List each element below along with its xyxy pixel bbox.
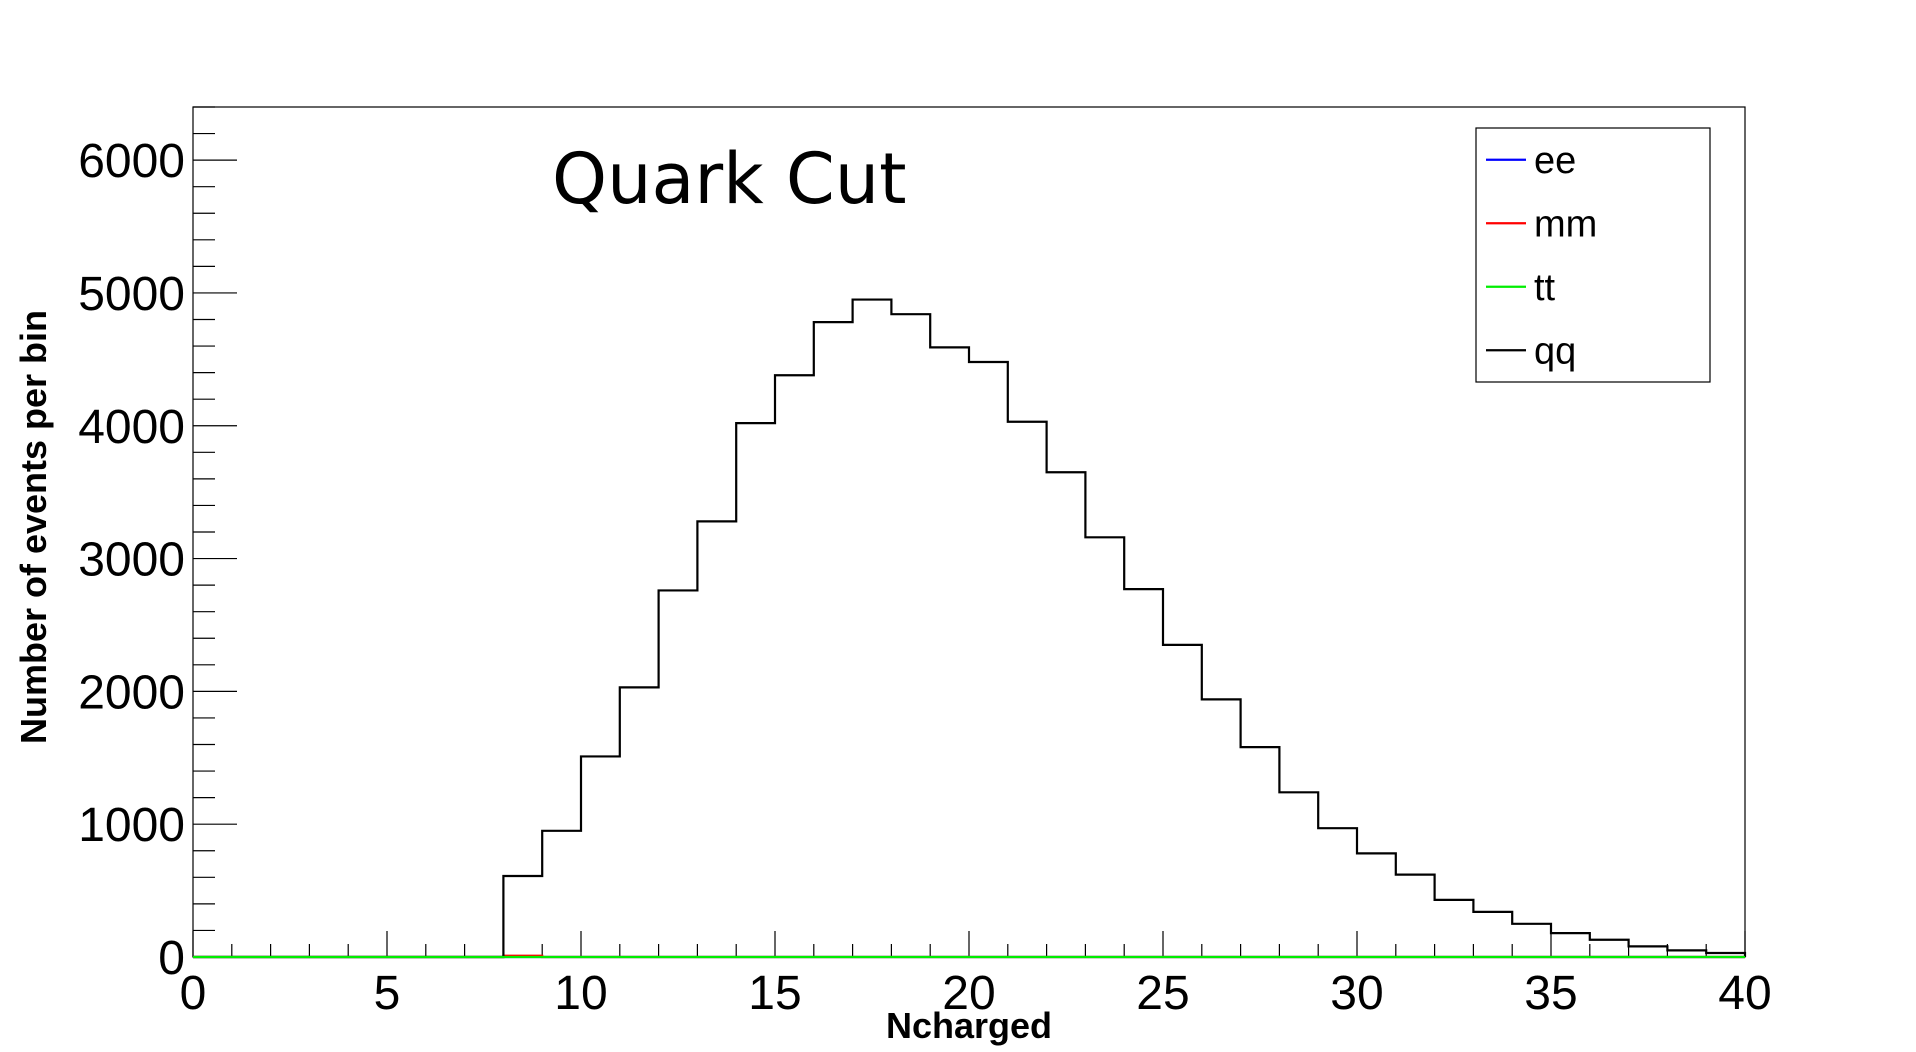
y-tick-label: 6000 bbox=[78, 135, 185, 188]
legend-label-ee: ee bbox=[1534, 140, 1576, 182]
x-tick-label: 0 bbox=[180, 967, 207, 1020]
x-tick-label: 15 bbox=[748, 967, 801, 1020]
y-tick-label: 3000 bbox=[78, 534, 185, 587]
x-tick-label: 10 bbox=[554, 967, 607, 1020]
x-tick-label: 5 bbox=[374, 967, 401, 1020]
y-tick-label: 4000 bbox=[78, 401, 185, 454]
x-tick-label: 25 bbox=[1136, 967, 1189, 1020]
y-axis-title: Number of events per bin bbox=[13, 310, 54, 744]
legend-box bbox=[1475, 127, 1711, 383]
x-tick-label: 20 bbox=[942, 967, 995, 1020]
x-tick-label: 40 bbox=[1718, 967, 1771, 1020]
x-tick-label: 35 bbox=[1524, 967, 1577, 1020]
y-tick-label: 0 bbox=[158, 932, 185, 985]
y-tick-label: 2000 bbox=[78, 666, 185, 719]
legend-label-qq: qq bbox=[1534, 330, 1576, 372]
y-tick-label: 5000 bbox=[78, 268, 185, 321]
plot-annotation: Quark Cut bbox=[552, 138, 907, 220]
legend-label-tt: tt bbox=[1534, 267, 1556, 309]
x-tick-label: 30 bbox=[1330, 967, 1383, 1020]
series-line-qq bbox=[193, 298, 1747, 959]
legend-label-mm: mm bbox=[1534, 203, 1597, 245]
x-axis-title: Ncharged bbox=[886, 1005, 1052, 1046]
y-tick-label: 1000 bbox=[78, 799, 185, 852]
